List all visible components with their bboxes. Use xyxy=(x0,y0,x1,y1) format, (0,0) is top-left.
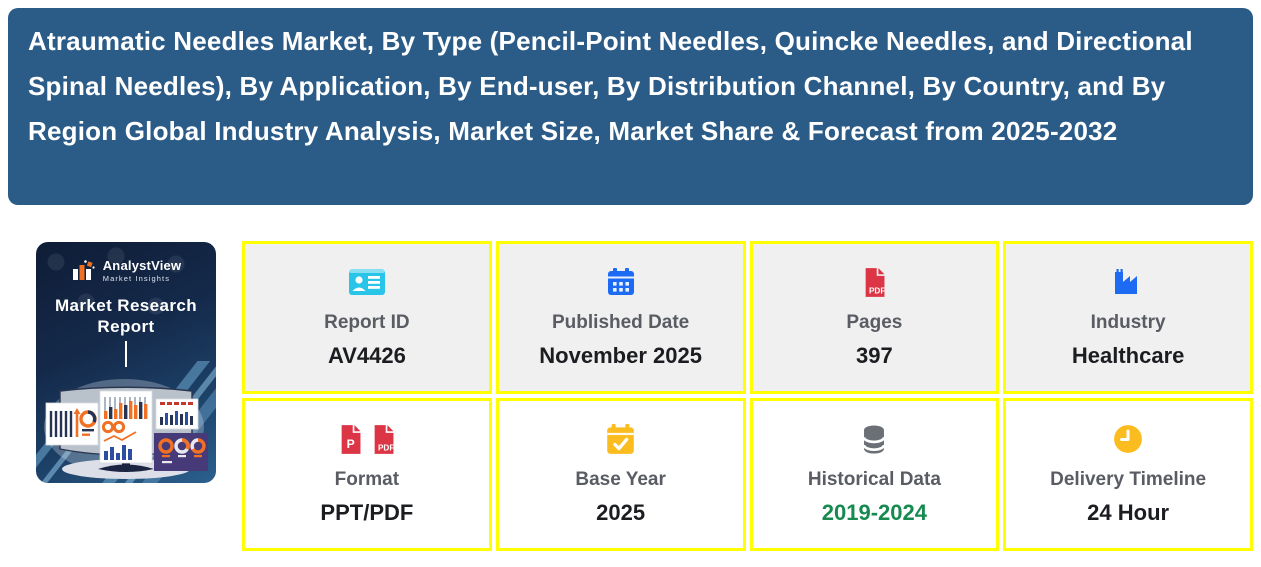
card-base-year: Base Year 2025 xyxy=(495,398,746,551)
card-label: Delivery Timeline xyxy=(1050,469,1207,490)
clock-icon xyxy=(1113,423,1143,455)
card-pages: PDF Pages 397 xyxy=(749,241,1000,394)
calendar-check-icon xyxy=(606,423,635,455)
report-info-grid: Report ID AV4426 xyxy=(242,241,1253,551)
card-value: 24 Hour xyxy=(1087,500,1170,525)
svg-text:PDF: PDF xyxy=(869,286,885,295)
brand-name: AnalystView xyxy=(102,258,182,273)
card-industry: Industry Healthcare xyxy=(1003,241,1253,394)
card-label: Report ID xyxy=(324,312,410,333)
cover-title: Market Research Report xyxy=(54,296,198,336)
svg-text:P: P xyxy=(347,436,355,450)
brand-logo: AnalystView Market Insights xyxy=(36,258,216,283)
file-pdf-icon: PDF xyxy=(862,266,887,298)
brand-tagline: Market Insights xyxy=(102,274,171,283)
bar-chart-logo-icon xyxy=(71,259,97,283)
card-value: AV4426 xyxy=(327,343,406,368)
card-format: P PDF Format PPT/PDF xyxy=(242,398,492,551)
svg-text:PDF: PDF xyxy=(378,443,394,452)
file-ppt-icon: P xyxy=(338,424,363,455)
page-title: Atraumatic Needles Market, By Type (Penc… xyxy=(28,26,1193,146)
card-label: Published Date xyxy=(552,312,690,333)
card-label: Format xyxy=(334,469,400,490)
cover-divider-line xyxy=(125,341,127,367)
calendar-icon xyxy=(606,266,636,298)
card-report-id: Report ID AV4426 xyxy=(242,241,492,394)
id-card-icon xyxy=(347,266,387,298)
card-label: Base Year xyxy=(575,469,666,490)
card-label: Historical Data xyxy=(807,469,941,490)
card-value: 2019-2024 xyxy=(821,500,927,525)
card-value: 2025 xyxy=(596,500,646,525)
card-value: Healthcare xyxy=(1071,343,1185,368)
database-icon xyxy=(860,423,888,455)
card-historical-data: Historical Data 2019-2024 xyxy=(749,398,1000,551)
report-title-banner: Atraumatic Needles Market, By Type (Penc… xyxy=(8,8,1253,205)
report-cover-thumbnail: AnalystView Market Insights Market Resea… xyxy=(36,242,216,483)
card-published-date: Published Date November 2025 xyxy=(495,241,746,394)
card-value: PPT/PDF xyxy=(320,500,414,525)
file-pdf-icon: PDF xyxy=(371,424,396,455)
card-label: Pages xyxy=(846,312,903,333)
card-value: 397 xyxy=(856,343,893,368)
monitor-charts-illustration xyxy=(36,361,216,483)
factory-icon xyxy=(1112,266,1144,298)
card-value: November 2025 xyxy=(539,343,702,368)
card-label: Industry xyxy=(1090,312,1166,333)
card-delivery-timeline: Delivery Timeline 24 Hour xyxy=(1003,398,1253,551)
